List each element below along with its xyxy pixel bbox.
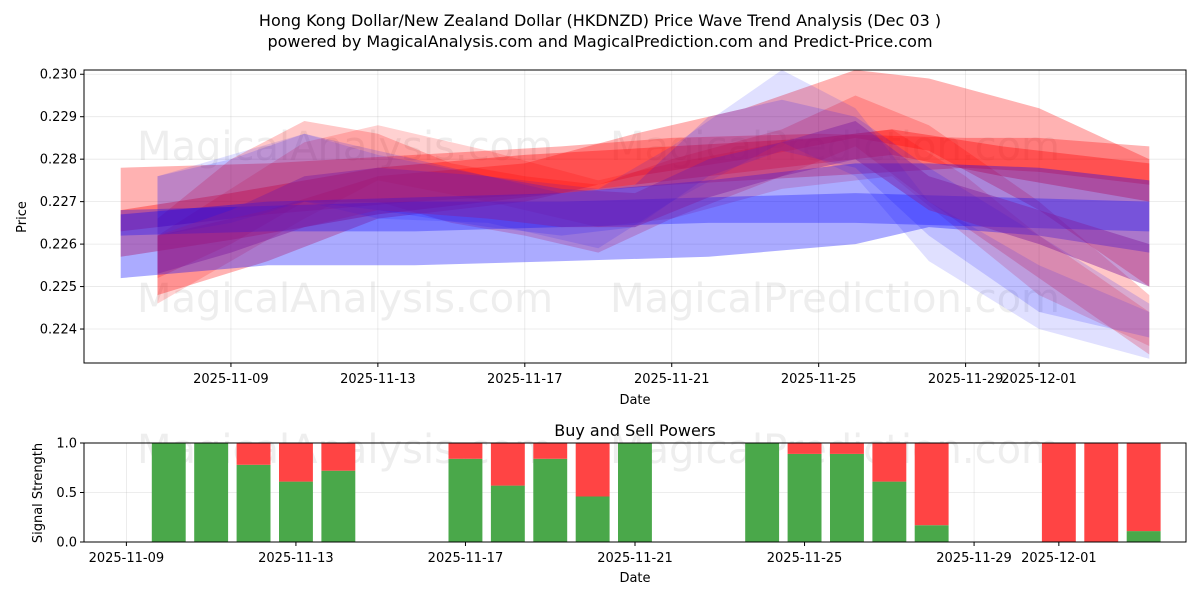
buy-bar bbox=[236, 464, 271, 542]
buy-bar bbox=[490, 485, 525, 542]
price-band-red-1 bbox=[120, 133, 1150, 232]
power-x-tick-label: 2025-12-01 bbox=[1021, 551, 1097, 566]
price-y-tick-label: 0.226 bbox=[40, 238, 77, 253]
watermark-prediction-top: MagicalPrediction.com bbox=[610, 124, 1060, 170]
price-axes: MagicalAnalysis.com MagicalPrediction.co… bbox=[15, 68, 1187, 408]
price-band-red-2 bbox=[120, 129, 1150, 257]
sell-bar bbox=[448, 443, 483, 459]
power-axes: Buy and Sell Powers MagicalAnalysis.com … bbox=[31, 421, 1187, 586]
price-x-tick-label: 2025-11-13 bbox=[340, 372, 416, 387]
price-x-tick-label: 2025-11-21 bbox=[634, 372, 710, 387]
power-y-tick-label: 1.0 bbox=[56, 437, 77, 452]
price-band-blue-8 bbox=[157, 70, 1150, 359]
power-y-tick-label: 0.5 bbox=[56, 486, 77, 501]
power-x-tick-label: 2025-11-25 bbox=[767, 551, 843, 566]
power-y-ticks: 0.0 0.5 1.0 bbox=[56, 437, 84, 551]
buy-bar bbox=[830, 453, 864, 542]
sell-bar bbox=[914, 443, 949, 526]
price-grid bbox=[84, 70, 1186, 363]
price-x-tick-label: 2025-11-17 bbox=[487, 372, 563, 387]
price-y-ticks: 0.224 0.225 0.226 0.227 0.228 0.229 0.230 bbox=[40, 68, 84, 338]
price-band-blue-6 bbox=[120, 163, 1150, 279]
price-y-tick-label: 0.227 bbox=[40, 195, 77, 210]
power-y-axis-label: Signal Strength bbox=[31, 443, 46, 543]
power-x-axis-label: Date bbox=[619, 571, 650, 586]
price-x-tick-label: 2025-11-25 bbox=[781, 372, 857, 387]
figure-title-line1: Hong Kong Dollar/New Zealand Dollar (HKD… bbox=[259, 11, 941, 30]
buy-bar bbox=[872, 481, 907, 542]
sell-bar bbox=[787, 443, 822, 454]
sell-bar bbox=[533, 443, 568, 459]
power-y-tick-label: 0.0 bbox=[56, 536, 77, 551]
price-band-blue-9 bbox=[157, 99, 1150, 338]
price-x-tick-label: 2025-11-09 bbox=[193, 372, 269, 387]
sell-bar bbox=[1126, 443, 1161, 532]
sell-bar bbox=[872, 443, 907, 482]
watermark-analysis-mid: MagicalAnalysis.com bbox=[137, 276, 553, 322]
power-x-tick-label: 2025-11-17 bbox=[428, 551, 504, 566]
sell-bar bbox=[1084, 443, 1119, 542]
price-bands bbox=[120, 70, 1150, 359]
price-axes-frame bbox=[83, 69, 1187, 364]
price-band-red-4 bbox=[157, 95, 1150, 355]
sell-bar bbox=[830, 443, 864, 454]
price-y-tick-label: 0.230 bbox=[40, 68, 77, 83]
buy-bar bbox=[618, 443, 652, 542]
figure-title-line2: powered by MagicalAnalysis.com and Magic… bbox=[267, 32, 932, 51]
price-band-blue-7 bbox=[120, 193, 1150, 236]
price-watermarks: MagicalAnalysis.com MagicalPrediction.co… bbox=[137, 124, 1060, 322]
price-y-tick-label: 0.225 bbox=[40, 280, 77, 295]
sell-bar bbox=[490, 443, 525, 486]
price-y-tick-label: 0.228 bbox=[40, 153, 77, 168]
price-y-tick-label: 0.224 bbox=[40, 323, 77, 338]
power-x-tick-label: 2025-11-29 bbox=[936, 551, 1012, 566]
price-x-ticks: 2025-11-09 2025-11-13 2025-11-17 2025-11-21… bbox=[193, 363, 1077, 387]
power-x-tick-label: 2025-11-13 bbox=[258, 551, 334, 566]
price-x-axis-label: Date bbox=[619, 393, 650, 408]
price-y-axis-label: Price bbox=[15, 201, 30, 233]
price-plot-area bbox=[84, 70, 1186, 363]
buy-bar bbox=[787, 453, 822, 542]
sell-bar bbox=[279, 443, 313, 482]
buy-bar bbox=[575, 496, 610, 542]
buy-bar bbox=[914, 525, 949, 542]
buy-bar bbox=[1126, 531, 1161, 542]
buy-bar bbox=[533, 458, 568, 542]
price-band-purple-10 bbox=[157, 121, 1150, 287]
watermark-analysis-top: MagicalAnalysis.com bbox=[137, 124, 553, 170]
price-y-tick-label: 0.229 bbox=[40, 110, 77, 125]
power-x-tick-label: 2025-11-21 bbox=[597, 551, 673, 566]
buy-bar bbox=[448, 458, 483, 542]
price-x-tick-label: 2025-11-29 bbox=[928, 372, 1004, 387]
sell-bar bbox=[1041, 443, 1076, 542]
buy-bar bbox=[745, 443, 780, 542]
sell-bar bbox=[575, 443, 610, 497]
sell-bar bbox=[321, 443, 356, 471]
power-x-tick-label: 2025-11-09 bbox=[89, 551, 165, 566]
watermark-prediction-mid: MagicalPrediction.com bbox=[610, 276, 1060, 322]
power-chart-title: Buy and Sell Powers bbox=[554, 421, 716, 440]
buy-bar bbox=[194, 443, 229, 542]
price-band-red-3 bbox=[157, 70, 1150, 296]
power-x-ticks: 2025-11-09 2025-11-13 2025-11-17 2025-11-21… bbox=[89, 542, 1097, 566]
power-bars bbox=[151, 443, 1161, 542]
price-band-red-5 bbox=[157, 125, 1150, 346]
buy-bar bbox=[279, 481, 313, 542]
sell-bar bbox=[236, 443, 271, 465]
buy-bar bbox=[321, 470, 356, 542]
buy-bar bbox=[151, 443, 186, 542]
price-x-tick-label: 2025-12-01 bbox=[1001, 372, 1077, 387]
